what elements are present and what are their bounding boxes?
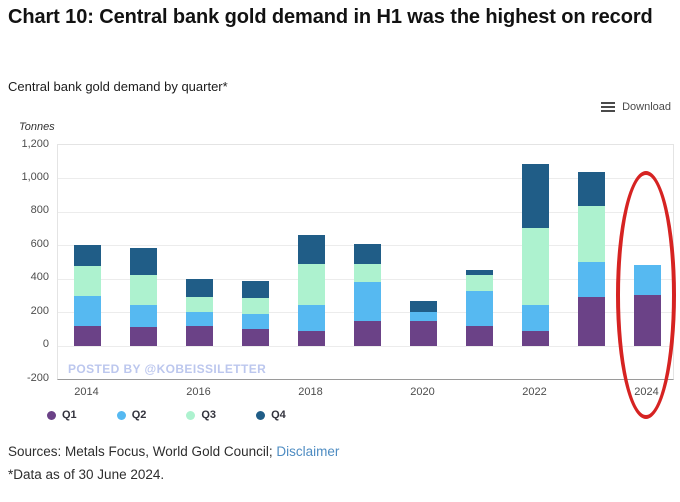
bar-2017-q4[interactable]	[242, 281, 269, 298]
bar-2018-q4[interactable]	[298, 235, 325, 264]
hamburger-menu-icon	[601, 102, 616, 112]
bar-2016-q1[interactable]	[186, 326, 213, 346]
bar-2020-q1[interactable]	[410, 321, 437, 346]
legend: Q1 Q2 Q3 Q4	[47, 409, 286, 421]
y-tick-label: 200	[30, 304, 49, 317]
bar-2022-q3[interactable]	[522, 227, 549, 305]
bar-2021-q1[interactable]	[466, 326, 493, 346]
y-tick-label: 600	[30, 237, 49, 250]
x-tick-label: 2022	[522, 386, 547, 398]
download-button[interactable]: Download	[601, 101, 671, 113]
x-tick-label: 2024	[634, 386, 659, 398]
bar-2018-q1[interactable]	[298, 330, 325, 346]
legend-label: Q2	[131, 409, 147, 421]
legend-dot-q2	[116, 410, 126, 420]
bar-2014-q2[interactable]	[74, 296, 101, 326]
chart-subtitle: Central bank gold demand by quarter*	[8, 79, 228, 94]
bar-2019-q1[interactable]	[354, 320, 381, 346]
bar-2014-q4[interactable]	[74, 245, 101, 267]
legend-dot-q4	[256, 410, 266, 420]
bar-2015-q4[interactable]	[130, 247, 157, 275]
bar-2023-q4[interactable]	[578, 171, 605, 207]
legend-dot-q3	[186, 410, 196, 420]
bar-2021-q4[interactable]	[466, 269, 493, 276]
sources-line: Sources: Metals Focus, World Gold Counci…	[8, 444, 339, 459]
legend-dot-q1	[47, 410, 56, 420]
bar-2016-q4[interactable]	[186, 278, 213, 298]
bar-2015-q2[interactable]	[130, 305, 157, 328]
legend-label: Q4	[271, 409, 286, 421]
bar-2019-q2[interactable]	[354, 282, 381, 321]
y-tick-label: 1,000	[21, 170, 49, 183]
sources-text: Sources: Metals Focus, World Gold Counci…	[8, 444, 277, 459]
bar-2016-q3[interactable]	[186, 297, 213, 313]
bar-2018-q3[interactable]	[298, 263, 325, 306]
bar-2017-q2[interactable]	[242, 313, 269, 329]
legend-label: Q1	[62, 409, 77, 421]
footnote: *Data as of 30 June 2024.	[8, 467, 165, 482]
bar-2015-q3[interactable]	[130, 274, 157, 306]
bar-2021-q2[interactable]	[466, 291, 493, 327]
y-tick-label: 400	[30, 271, 49, 284]
legend-item-q3[interactable]: Q3	[186, 409, 216, 421]
bar-2021-q3[interactable]	[466, 275, 493, 292]
bar-2022-q2[interactable]	[522, 304, 549, 332]
bar-2018-q2[interactable]	[298, 305, 325, 331]
x-tick-label: 2014	[74, 386, 99, 398]
bar-2017-q1[interactable]	[242, 328, 269, 346]
x-tick-label: 2020	[410, 386, 435, 398]
watermark: POSTED BY @KOBEISSILETTER	[68, 362, 267, 376]
bar-2017-q3[interactable]	[242, 297, 269, 314]
grid-line	[58, 345, 673, 347]
bar-2022-q4[interactable]	[522, 164, 549, 228]
bar-2019-q4[interactable]	[354, 243, 381, 264]
x-tick-label: 2018	[298, 386, 323, 398]
y-tick-label: -200	[26, 371, 49, 384]
grid-line	[58, 178, 673, 180]
x-tick-label: 2016	[186, 386, 211, 398]
bar-2024-q2[interactable]	[634, 264, 661, 295]
bar-2023-q1[interactable]	[578, 297, 605, 346]
y-axis-unit-label: Tonnes	[19, 121, 55, 133]
bar-2023-q3[interactable]	[578, 206, 605, 262]
disclaimer-link[interactable]: Disclaimer	[276, 444, 340, 459]
plot-area: POSTED BY @KOBEISSILETTER	[57, 144, 674, 380]
bar-2016-q2[interactable]	[186, 312, 213, 327]
bar-2014-q3[interactable]	[74, 266, 101, 297]
y-tick-label: 0	[42, 338, 49, 351]
bar-2024-q1[interactable]	[634, 294, 661, 346]
y-tick-label: 800	[30, 204, 49, 217]
page-title: Chart 10: Central bank gold demand in H1…	[8, 6, 653, 28]
download-label: Download	[622, 101, 671, 113]
bar-2015-q1[interactable]	[130, 327, 157, 346]
legend-item-q4[interactable]: Q4	[256, 409, 286, 421]
bar-2019-q3[interactable]	[354, 263, 381, 283]
bar-2020-q4[interactable]	[410, 301, 437, 313]
y-tick-label: 1,200	[21, 137, 49, 150]
bar-2023-q2[interactable]	[578, 262, 605, 298]
bar-2022-q1[interactable]	[522, 331, 549, 346]
legend-item-q1[interactable]: Q1	[47, 409, 77, 421]
bar-2020-q2[interactable]	[410, 312, 437, 322]
legend-item-q2[interactable]: Q2	[116, 409, 147, 421]
legend-label: Q3	[201, 409, 217, 421]
grid-line	[58, 211, 673, 213]
bar-2014-q1[interactable]	[74, 325, 101, 346]
